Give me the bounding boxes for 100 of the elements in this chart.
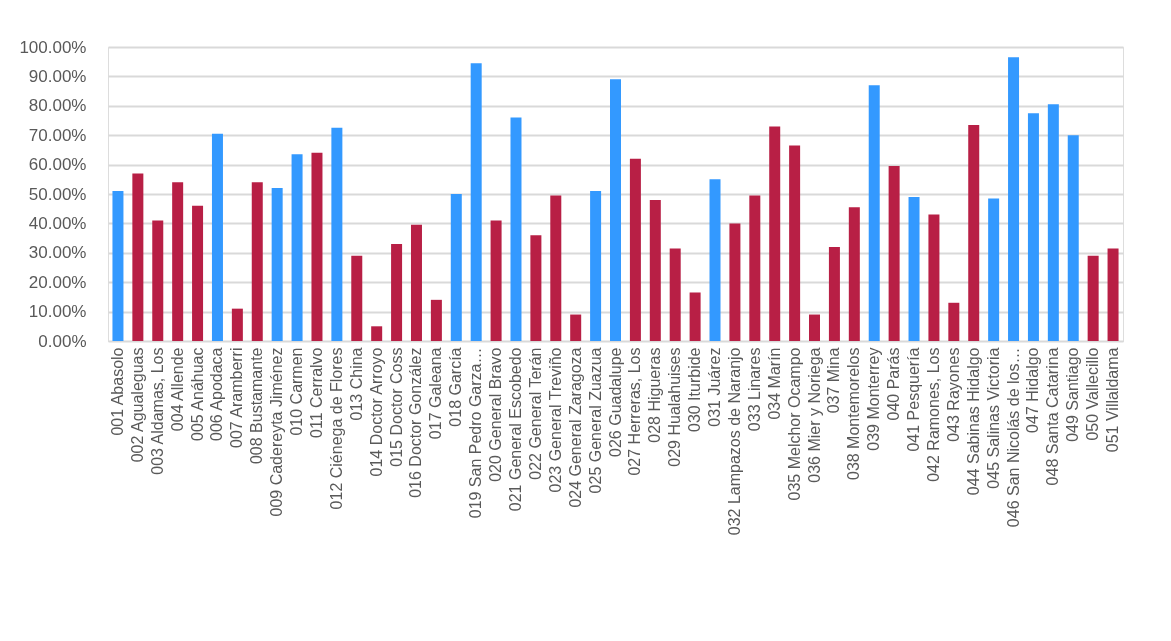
x-tick-label: 012 Ciénega de Flores bbox=[327, 347, 345, 510]
y-tick-label: 20.00% bbox=[28, 272, 87, 292]
x-tick-label: 010 Carmen bbox=[288, 347, 306, 436]
bar bbox=[311, 152, 323, 341]
x-tick-label: 022 General Terán bbox=[526, 347, 544, 480]
x-tick-label: 035 Melchor Ocampo bbox=[785, 347, 803, 501]
bar bbox=[769, 126, 781, 341]
bar bbox=[1087, 255, 1099, 341]
bar bbox=[331, 127, 343, 341]
bar bbox=[1027, 113, 1039, 341]
bar bbox=[828, 246, 840, 341]
x-tick-label: 021 General Escobedo bbox=[506, 347, 524, 512]
y-tick-label: 30.00% bbox=[28, 243, 87, 263]
x-tick-label: 025 General Zuazua bbox=[586, 347, 604, 494]
bar bbox=[291, 154, 303, 341]
x-tick-label: 006 Apodaca bbox=[208, 347, 226, 441]
x-tick-label: 008 Bustamante bbox=[248, 347, 266, 465]
bar bbox=[271, 188, 283, 341]
bar bbox=[968, 124, 980, 341]
x-tick-label: 003 Aldamas, Los bbox=[148, 347, 166, 475]
x-tick-label: 002 Agualeguas bbox=[128, 347, 146, 463]
bar bbox=[590, 191, 602, 341]
x-tick-label: 015 Doctor Coss bbox=[387, 347, 405, 467]
x-tick-label: 024 General Zaragoza bbox=[566, 347, 584, 508]
x-tick-label: 047 Hidalgo bbox=[1024, 347, 1042, 433]
bar bbox=[689, 292, 701, 341]
bar bbox=[789, 145, 801, 341]
x-tick-label: 049 Santiago bbox=[1064, 347, 1082, 442]
y-tick-label: 60.00% bbox=[28, 155, 87, 175]
x-tick-label: 036 Mier y Noriega bbox=[805, 347, 823, 483]
x-tick-label: 029 Hualahuises bbox=[666, 347, 684, 467]
bar bbox=[669, 248, 681, 341]
x-tick-label: 023 General Treviño bbox=[546, 347, 564, 493]
bar bbox=[152, 220, 164, 341]
x-tick-label: 020 General Bravo bbox=[487, 347, 505, 482]
y-tick-label: 40.00% bbox=[28, 213, 87, 233]
bar bbox=[251, 182, 263, 341]
bar bbox=[868, 85, 880, 341]
y-tick-label: 0.00% bbox=[38, 331, 87, 351]
x-tick-label: 040 Parás bbox=[885, 347, 903, 421]
x-tick-label: 018 García bbox=[447, 347, 465, 427]
x-tick-label: 045 Salinas Victoria bbox=[984, 347, 1002, 489]
bar bbox=[1047, 104, 1059, 341]
x-tick-label: 037 Mina bbox=[825, 347, 843, 414]
bar bbox=[729, 223, 741, 341]
x-tick-label: 050 Vallecillo bbox=[1084, 347, 1102, 441]
bar bbox=[709, 179, 721, 341]
bar bbox=[450, 194, 462, 341]
bar bbox=[948, 302, 960, 341]
x-tick-label: 028 Higueras bbox=[646, 347, 664, 443]
x-tick-label: 033 Linares bbox=[745, 347, 763, 432]
bar bbox=[211, 133, 223, 341]
bar bbox=[749, 195, 761, 341]
bar bbox=[371, 326, 383, 341]
x-tick-label: 016 Doctor González bbox=[407, 347, 425, 498]
bar bbox=[490, 220, 502, 341]
y-tick-label: 80.00% bbox=[28, 96, 87, 116]
bar bbox=[809, 314, 821, 341]
x-tick-label: 011 Cerralvo bbox=[307, 347, 325, 438]
x-tick-label: 017 Galeana bbox=[427, 347, 445, 440]
y-tick-label: 70.00% bbox=[28, 125, 87, 145]
x-tick-label: 005 Anáhuac bbox=[188, 347, 206, 441]
bar bbox=[470, 63, 482, 341]
bar bbox=[132, 173, 144, 341]
x-tick-label: 043 Rayones bbox=[944, 347, 962, 442]
bar bbox=[391, 243, 403, 341]
bar bbox=[530, 235, 542, 341]
bar bbox=[351, 255, 363, 341]
x-tick-label: 007 Aramberri bbox=[228, 347, 246, 448]
x-tick-label: 001 Abasolo bbox=[108, 347, 126, 436]
x-tick-label: 009 Cadereyta Jiménez bbox=[268, 347, 286, 517]
x-tick-label: 048 Santa Catarina bbox=[1044, 347, 1062, 486]
bar bbox=[550, 195, 562, 341]
x-tick-label: 032 Lampazos de Naranjo bbox=[725, 347, 743, 536]
bar bbox=[610, 79, 621, 341]
bar bbox=[1067, 135, 1079, 341]
bar bbox=[112, 191, 124, 341]
x-tick-label: 042 Ramones, Los bbox=[924, 347, 942, 482]
x-tick-label: 039 Monterrey bbox=[865, 347, 883, 451]
x-tick-label: 026 Guadalupe bbox=[606, 347, 624, 457]
x-tick-label: 046 San Nicolás de los… bbox=[1004, 347, 1022, 528]
y-tick-label: 10.00% bbox=[28, 302, 87, 322]
bar bbox=[192, 205, 204, 341]
bar bbox=[410, 224, 422, 341]
y-tick-label: 90.00% bbox=[28, 66, 87, 86]
y-tick-label: 50.00% bbox=[28, 184, 87, 204]
x-tick-label: 034 Marín bbox=[765, 347, 783, 420]
bar bbox=[988, 198, 1000, 341]
bar bbox=[570, 314, 582, 341]
x-tick-label: 014 Doctor Arroyo bbox=[367, 347, 385, 477]
x-tick-label: 031 Juárez bbox=[706, 347, 724, 427]
x-tick-label: 019 San Pedro Garza… bbox=[467, 347, 485, 519]
bar bbox=[172, 182, 184, 341]
bar bbox=[629, 158, 641, 341]
x-tick-label: 051 Villaldama bbox=[1104, 347, 1122, 453]
bar bbox=[231, 308, 243, 341]
bar bbox=[848, 207, 860, 341]
bar bbox=[888, 166, 900, 341]
bar bbox=[1107, 248, 1119, 341]
bar bbox=[430, 299, 442, 341]
